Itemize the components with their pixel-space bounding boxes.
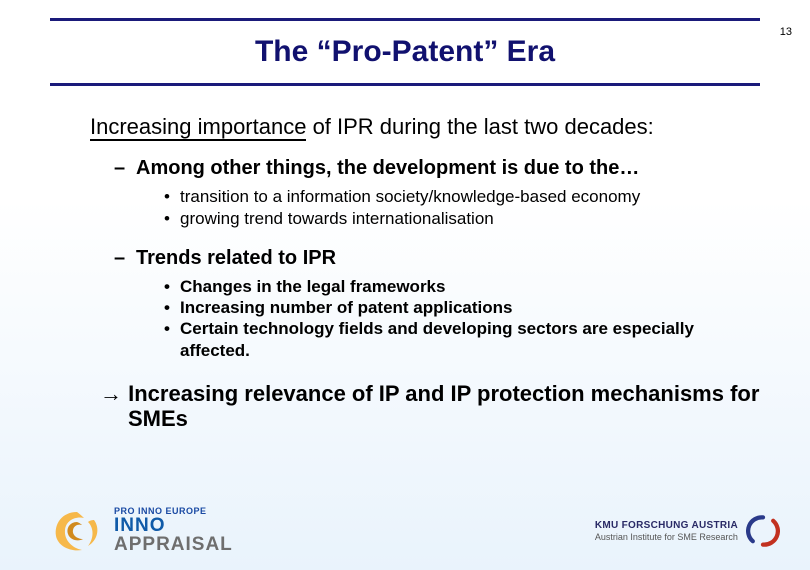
logo-left-text: PRO INNO EUROPE INNO APPRAISAL	[114, 507, 233, 554]
conclusion: → Increasing relevance of IP and IP prot…	[90, 381, 760, 432]
bullet-item: •Increasing number of patent application…	[164, 297, 760, 318]
section-heading-text: Trends related to IPR	[136, 247, 336, 269]
logo-left-line3: APPRAISAL	[114, 535, 233, 554]
bullet-group: •transition to a information society/kno…	[164, 186, 760, 229]
bullet-text: Changes in the legal frameworks	[180, 277, 445, 296]
logo-pro-inno: PRO INNO EUROPE INNO APPRAISAL	[50, 506, 233, 554]
content-area: Increasing importance of IPR during the …	[50, 86, 760, 431]
globe-icon	[746, 514, 780, 548]
arrow-icon: →	[100, 381, 122, 406]
bullet-text: growing trend towards internationalisati…	[180, 209, 494, 228]
page-number: 13	[780, 26, 792, 38]
bullet-group: •Changes in the legal frameworks •Increa…	[164, 276, 760, 361]
logo-kmu: KMU FORSCHUNG AUSTRIA Austrian Institute…	[595, 514, 780, 548]
bullet-item: •Certain technology fields and developin…	[164, 318, 760, 361]
bullet-text: Increasing number of patent applications	[180, 298, 513, 317]
bullet-item: •growing trend towards internationalisat…	[164, 208, 760, 229]
slide: 13 The “Pro-Patent” Era Increasing impor…	[0, 0, 810, 570]
bullet-text: transition to a information society/know…	[180, 187, 640, 206]
bullet-item: •transition to a information society/kno…	[164, 186, 760, 207]
section-heading: –Among other things, the development is …	[114, 157, 760, 180]
logo-left-line2: INNO	[114, 516, 233, 535]
bullet-text: Certain technology fields and developing…	[180, 319, 694, 359]
footer: PRO INNO EUROPE INNO APPRAISAL KMU FORSC…	[50, 498, 780, 554]
section-heading-text: Among other things, the development is d…	[136, 157, 639, 179]
logo-right-text: KMU FORSCHUNG AUSTRIA Austrian Institute…	[595, 520, 738, 543]
intro-underlined: Increasing importance	[90, 114, 306, 141]
swirl-icon	[50, 506, 104, 554]
logo-right-line2: Austrian Institute for SME Research	[595, 532, 738, 543]
logo-right-line1: KMU FORSCHUNG AUSTRIA	[595, 520, 738, 532]
section-heading: –Trends related to IPR	[114, 247, 760, 270]
conclusion-text: Increasing relevance of IP and IP protec…	[128, 381, 759, 431]
intro-text: Increasing importance of IPR during the …	[90, 114, 760, 139]
intro-rest: of IPR during the last two decades:	[306, 114, 653, 139]
slide-title: The “Pro-Patent” Era	[50, 21, 760, 83]
bullet-item: •Changes in the legal frameworks	[164, 276, 760, 297]
